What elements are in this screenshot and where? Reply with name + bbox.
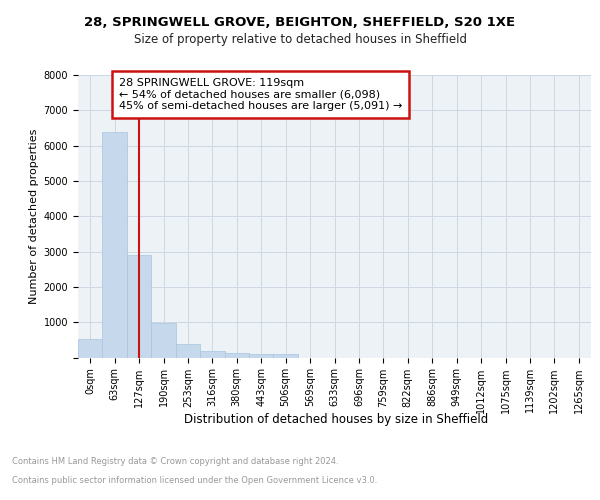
Bar [103,132,127,358]
Bar [274,354,298,358]
Y-axis label: Number of detached properties: Number of detached properties [29,128,40,304]
Text: Contains HM Land Registry data © Crown copyright and database right 2024.: Contains HM Land Registry data © Crown c… [12,458,338,466]
Bar [249,354,274,358]
Text: 28, SPRINGWELL GROVE, BEIGHTON, SHEFFIELD, S20 1XE: 28, SPRINGWELL GROVE, BEIGHTON, SHEFFIEL… [85,16,515,29]
Bar [176,344,200,358]
Text: Distribution of detached houses by size in Sheffield: Distribution of detached houses by size … [184,412,488,426]
Bar [127,255,151,358]
Bar [200,352,224,358]
Bar [78,340,103,357]
Text: Contains public sector information licensed under the Open Government Licence v3: Contains public sector information licen… [12,476,377,485]
Text: 28 SPRINGWELL GROVE: 119sqm
← 54% of detached houses are smaller (6,098)
45% of : 28 SPRINGWELL GROVE: 119sqm ← 54% of det… [119,78,403,111]
Bar [151,323,176,358]
Bar [224,354,249,358]
Text: Size of property relative to detached houses in Sheffield: Size of property relative to detached ho… [133,32,467,46]
